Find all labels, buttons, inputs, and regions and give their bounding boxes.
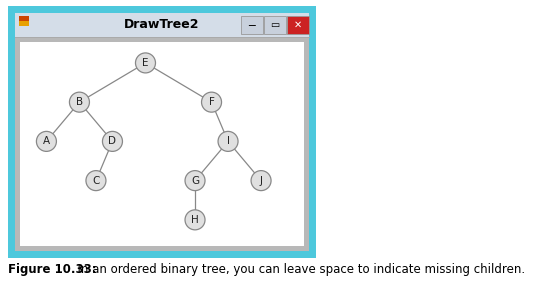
Text: E: E <box>142 58 149 68</box>
Text: In an ordered binary tree, you can leave space to indicate missing children.: In an ordered binary tree, you can leave… <box>70 264 525 277</box>
Ellipse shape <box>251 171 271 191</box>
Ellipse shape <box>218 131 238 151</box>
Ellipse shape <box>69 92 89 112</box>
Bar <box>8 6 316 258</box>
Text: B: B <box>76 97 83 107</box>
Ellipse shape <box>103 131 122 151</box>
Ellipse shape <box>185 210 205 230</box>
Bar <box>20 42 304 246</box>
Text: H: H <box>191 215 199 225</box>
Ellipse shape <box>36 131 56 151</box>
Text: ✕: ✕ <box>294 20 302 30</box>
Bar <box>287 16 309 34</box>
Text: ▭: ▭ <box>271 20 280 30</box>
Text: A: A <box>43 136 50 146</box>
Bar <box>19 21 29 26</box>
Ellipse shape <box>136 53 156 73</box>
Bar <box>15 37 309 251</box>
Text: F: F <box>209 97 214 107</box>
Text: Figure 10.33:: Figure 10.33: <box>8 264 97 277</box>
Ellipse shape <box>86 171 106 191</box>
Text: C: C <box>92 176 100 186</box>
Text: DrawTree2: DrawTree2 <box>124 18 200 32</box>
Bar <box>264 16 286 34</box>
Text: I: I <box>227 136 229 146</box>
Text: D: D <box>108 136 117 146</box>
Bar <box>241 16 263 34</box>
Text: J: J <box>259 176 263 186</box>
Bar <box>15 13 309 37</box>
Text: ─: ─ <box>249 20 256 30</box>
Text: G: G <box>191 176 199 186</box>
Bar <box>19 16 29 21</box>
Ellipse shape <box>201 92 222 112</box>
Ellipse shape <box>185 171 205 191</box>
